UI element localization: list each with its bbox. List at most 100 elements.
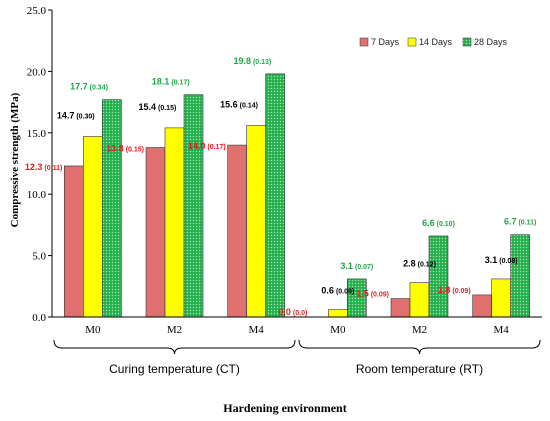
x-tick-label: M0 (330, 324, 346, 336)
bar-14-days (246, 125, 266, 318)
legend-swatch (462, 37, 472, 47)
data-label-7-days: 1.8 (0.09) (438, 285, 471, 295)
data-label-sd: (0.08) (499, 258, 517, 265)
data-label-28-days: 3.1 (0.07) (340, 261, 373, 271)
data-label-sd: (0.17) (171, 80, 189, 87)
data-label-value: 1.5 (356, 289, 369, 299)
data-label-sd: (0.34) (90, 85, 108, 92)
group-label: Curing temperature (CT) (109, 362, 240, 376)
data-label-sd: (0.17) (207, 144, 225, 151)
data-label-value: 13.8 (106, 144, 124, 154)
data-label-sd: (0.13) (253, 59, 271, 66)
x-tick-label: M4 (249, 324, 265, 336)
data-label-sd: (0.11) (44, 165, 62, 172)
legend-swatch (359, 37, 369, 47)
data-label-value: 19.8 (233, 56, 251, 66)
data-label-14-days: 3.1 (0.08) (485, 255, 518, 265)
y-axis-title: Compressive strength (MPa) (9, 92, 21, 227)
bar-7-days (227, 144, 247, 318)
data-label-sd: (0.09) (336, 289, 354, 296)
data-label-value: 15.4 (138, 102, 156, 112)
y-tick-label: 10.0 (27, 189, 47, 201)
x-tick-label: M2 (167, 324, 182, 336)
data-label-value: 3.1 (485, 255, 498, 265)
data-label-7-days: 1.5 (0.09) (356, 289, 389, 299)
data-label-sd: (0.14) (240, 102, 258, 109)
bar-28-days (428, 235, 449, 318)
x-tick-label: M4 (494, 324, 510, 336)
data-label-14-days: 0.6 (0.09) (321, 286, 354, 296)
data-label-value: 0.6 (321, 286, 334, 296)
y-tick-label: 0.0 (32, 312, 46, 324)
legend-swatch (407, 37, 417, 47)
data-label-14-days: 15.4 (0.15) (138, 102, 176, 112)
data-label-value: 17.7 (70, 82, 88, 92)
bar-28-days (183, 94, 204, 318)
bar-14-days (328, 309, 348, 318)
group-brace (53, 339, 296, 355)
y-tick-label: 5.0 (32, 251, 46, 263)
data-label-7-days: 0.0 (0.0) (278, 307, 307, 317)
bar-7-days (64, 165, 84, 318)
data-label-7-days: 14.0 (0.17) (188, 141, 226, 151)
data-label-value: 3.1 (340, 261, 353, 271)
bar-28-days (102, 99, 122, 318)
y-tick-label: 25.0 (27, 5, 47, 17)
data-label-value: 18.1 (152, 77, 170, 87)
x-tick-label: M2 (412, 324, 427, 336)
bar-28-days (510, 234, 530, 318)
legend-label: 28 Days (474, 37, 508, 47)
bar-7-days (145, 147, 166, 318)
data-label-7-days: 12.3 (0.11) (25, 162, 62, 172)
bar-14-days (409, 282, 430, 318)
group-brace (298, 339, 541, 355)
bar-28-days (265, 73, 285, 318)
bar-14-days (491, 278, 511, 318)
data-label-7-days: 13.8 (0.15) (106, 144, 144, 154)
y-axis: 0.0 5.0 10.0 15.0 20.0 25.0 (27, 5, 53, 324)
bar-7-days (472, 294, 492, 318)
data-label-sd: (0.09) (452, 288, 470, 295)
data-label-value: 2.8 (403, 259, 416, 269)
data-label-sd: (0.12) (418, 262, 436, 269)
data-label-sd: (0.10) (437, 221, 455, 228)
legend-label: 7 Days (371, 37, 400, 47)
data-label-28-days: 6.6 (0.10) (422, 218, 455, 228)
group-braces: Curing temperature (CT) Room temperature … (53, 339, 541, 376)
data-label-14-days: 2.8 (0.12) (403, 259, 436, 269)
data-label-value: 12.3 (25, 162, 43, 172)
data-label-value: 6.6 (422, 218, 435, 228)
data-label-28-days: 18.1 (0.17) (152, 77, 190, 87)
bar-14-days (83, 136, 103, 318)
data-label-sd: (0.09) (371, 292, 389, 299)
data-label-value: 1.8 (438, 285, 451, 295)
legend: 7 Days 14 Days 28 Days (359, 37, 508, 47)
group-label: Room temperature (RT) (356, 362, 483, 376)
legend-label: 14 Days (419, 37, 453, 47)
x-axis: M0 M2 M4 M0 M2 M4 (52, 316, 542, 336)
data-label-value: 15.6 (220, 99, 238, 109)
bar-7-days (390, 298, 411, 318)
data-label-sd: (0.11) (518, 220, 536, 227)
data-label-14-days: 15.6 (0.14) (220, 99, 258, 109)
bars (64, 73, 530, 318)
data-label-sd: (0.0) (293, 310, 307, 317)
x-tick-label: M0 (85, 324, 101, 336)
data-label-28-days: 6.7 (0.11) (504, 217, 536, 227)
data-label-28-days: 19.8 (0.13) (233, 56, 271, 66)
data-label-sd: (0.15) (158, 105, 176, 112)
data-label-28-days: 17.7 (0.34) (70, 82, 108, 92)
data-label-sd: (0.30) (76, 113, 94, 120)
data-label-value: 6.7 (504, 217, 517, 227)
x-axis-title: Hardening environment (223, 401, 346, 415)
data-label-value: 14.0 (188, 141, 206, 151)
data-label-sd: (0.15) (126, 147, 144, 154)
data-label-14-days: 14.7 (0.30) (57, 110, 95, 120)
data-label-value: 0.0 (278, 307, 291, 317)
data-label-sd: (0.07) (355, 264, 373, 271)
y-tick-label: 15.0 (27, 128, 47, 140)
bar-14-days (164, 127, 185, 318)
data-labels: 12.3 (0.11)14.7 (0.30)17.7 (0.34)13.8 (0.15)… (25, 56, 536, 317)
data-label-value: 14.7 (57, 110, 75, 120)
